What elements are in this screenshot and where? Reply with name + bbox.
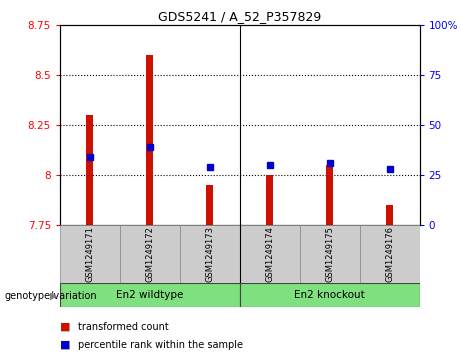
- Text: ▶: ▶: [50, 291, 58, 301]
- Title: GDS5241 / A_52_P357829: GDS5241 / A_52_P357829: [158, 10, 321, 23]
- Bar: [146, 55, 154, 225]
- Bar: [206, 185, 213, 225]
- Text: GSM1249173: GSM1249173: [205, 226, 214, 282]
- Text: GSM1249171: GSM1249171: [85, 226, 95, 282]
- Bar: [240, 283, 420, 307]
- Text: En2 wildtype: En2 wildtype: [116, 290, 183, 300]
- Bar: [180, 225, 240, 283]
- Bar: [120, 225, 180, 283]
- Text: transformed count: transformed count: [78, 322, 169, 332]
- Bar: [326, 165, 333, 225]
- Text: GSM1249174: GSM1249174: [265, 226, 274, 282]
- Bar: [360, 225, 420, 283]
- Bar: [60, 283, 240, 307]
- Text: genotype/variation: genotype/variation: [5, 291, 97, 301]
- Text: ■: ■: [60, 340, 71, 350]
- Text: GSM1249172: GSM1249172: [145, 226, 154, 282]
- Bar: [86, 115, 94, 225]
- Text: GSM1249176: GSM1249176: [385, 226, 394, 282]
- Text: En2 knockout: En2 knockout: [294, 290, 365, 300]
- Bar: [60, 225, 120, 283]
- Text: ■: ■: [60, 322, 71, 332]
- Bar: [300, 225, 360, 283]
- Bar: [266, 175, 273, 225]
- Bar: [386, 205, 393, 225]
- Text: GSM1249175: GSM1249175: [325, 226, 334, 282]
- Bar: [240, 225, 300, 283]
- Text: percentile rank within the sample: percentile rank within the sample: [78, 340, 243, 350]
